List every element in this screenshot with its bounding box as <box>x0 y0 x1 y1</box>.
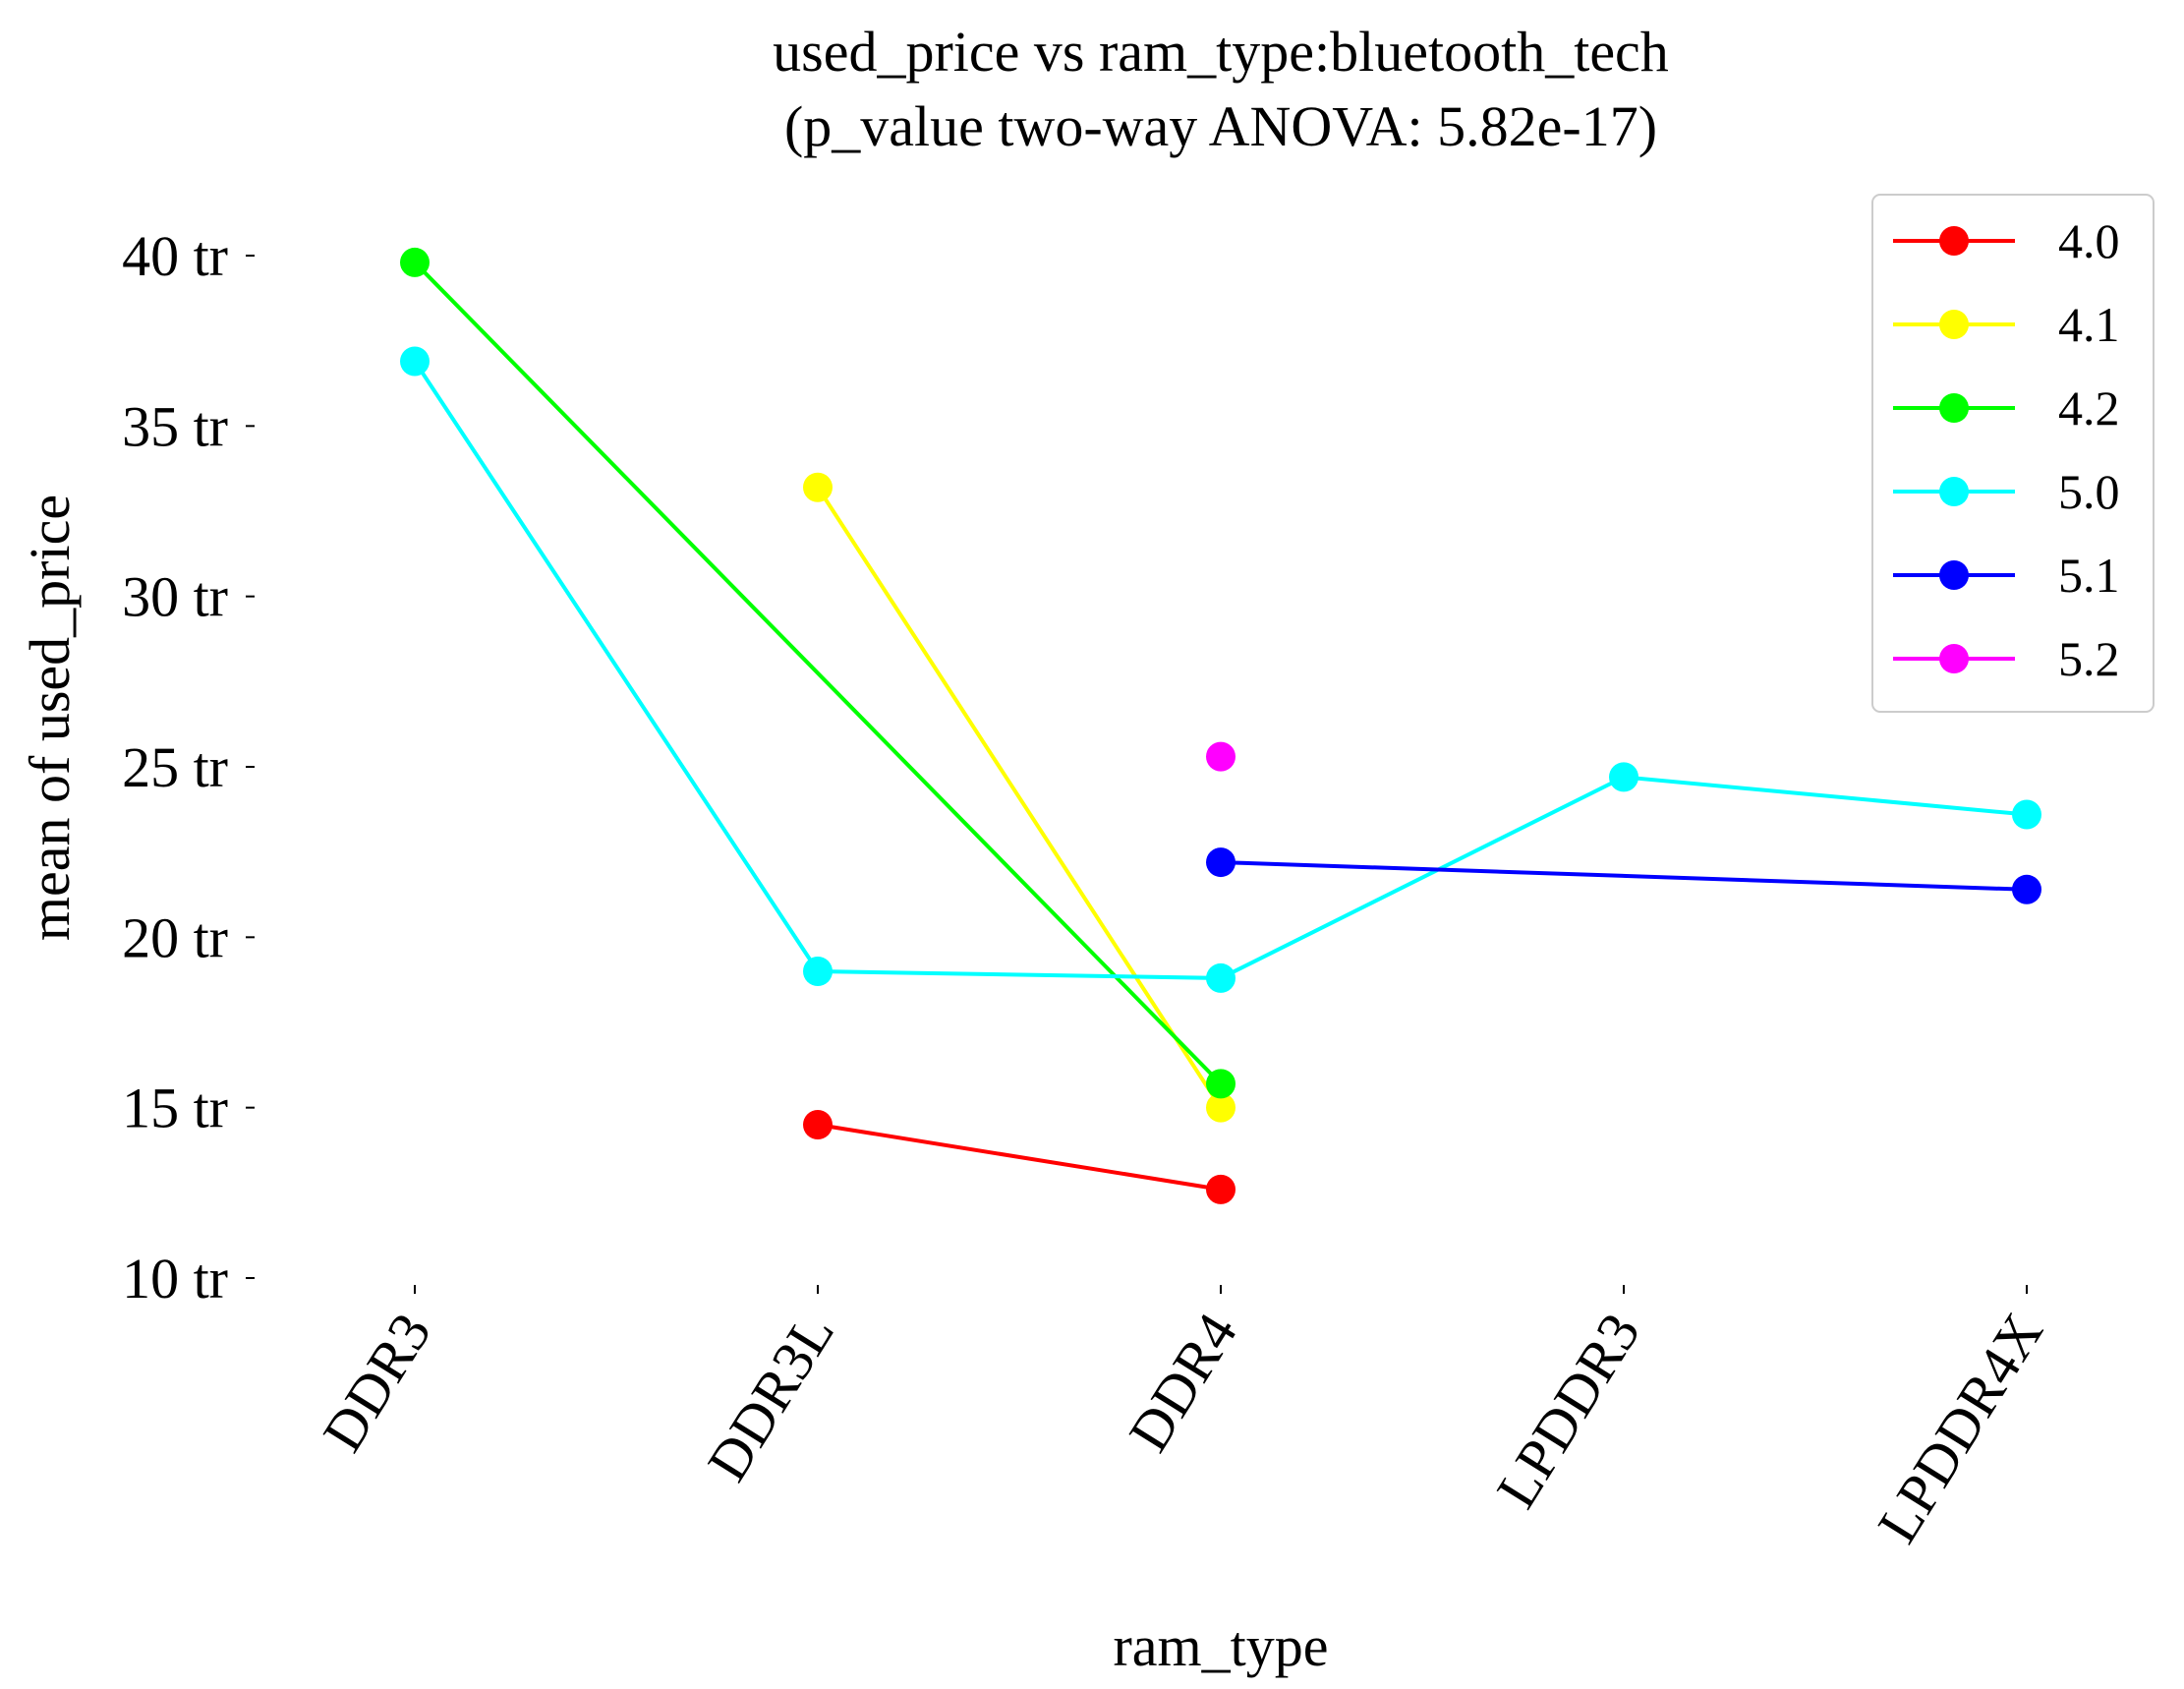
chart-title: used_price vs ram_type:bluetooth_tech <box>773 20 1669 84</box>
data-point <box>1206 741 1236 772</box>
x-axis: DDR3 DDR3L DDR4 LPDDR3 LPDDR4X <box>311 1285 2055 1553</box>
legend-item: 4.2 <box>1893 380 2120 436</box>
data-point <box>1206 1092 1236 1123</box>
data-point <box>2012 799 2041 830</box>
legend-marker <box>1939 226 1969 256</box>
legend-label: 4.2 <box>2058 380 2120 436</box>
series-5.1 <box>1206 847 2041 904</box>
x-tick-label: DDR4 <box>1117 1302 1249 1462</box>
series-4.2 <box>400 247 1236 1099</box>
x-tick-label: DDR3L <box>695 1302 846 1491</box>
data-point <box>803 472 833 502</box>
data-point <box>803 957 833 986</box>
legend-label: 4.0 <box>2058 213 2120 268</box>
y-tick-label: 20 tr <box>122 905 228 969</box>
series-layer <box>400 247 2041 1204</box>
x-axis-label: ram_type <box>1113 1614 1328 1678</box>
data-point <box>1206 962 1236 993</box>
series-5.0 <box>400 346 2041 993</box>
legend-label: 5.1 <box>2058 548 2120 603</box>
legend-item: 4.0 <box>1893 213 2120 268</box>
x-tick-label: LPDDR3 <box>1484 1302 1652 1518</box>
data-point <box>1609 762 1638 792</box>
y-tick-label: 10 tr <box>122 1247 228 1310</box>
series-line <box>817 1123 1222 1192</box>
legend-item: 5.1 <box>1893 548 2120 603</box>
legend-item: 5.2 <box>1893 631 2120 686</box>
legend-label: 5.2 <box>2058 631 2120 686</box>
legend-marker <box>1939 393 1969 423</box>
legend-item: 4.1 <box>1893 297 2120 352</box>
legend-marker <box>1939 644 1969 673</box>
legend: 4.0 4.1 4.2 5.0 5.1 5.2 <box>1871 194 2155 713</box>
legend-marker <box>1939 310 1969 339</box>
data-point <box>400 346 430 377</box>
y-tick-label: 40 tr <box>122 224 228 288</box>
series-line <box>413 360 2028 980</box>
data-point <box>2012 874 2041 904</box>
series-4.0 <box>803 1110 1236 1204</box>
series-5.2 <box>1206 741 1236 772</box>
y-tick-label: 35 tr <box>122 394 228 458</box>
legend-item: 5.0 <box>1893 464 2120 519</box>
y-tick-label: 25 tr <box>122 735 228 799</box>
y-tick-label: 30 tr <box>122 565 228 629</box>
data-point <box>1206 1069 1236 1099</box>
data-point <box>400 247 430 277</box>
legend-marker <box>1939 560 1969 590</box>
y-axis: 10 tr 15 tr 20 tr 25 tr 30 tr 35 tr 40 tr <box>122 224 255 1310</box>
y-axis-label: mean of used_price <box>18 495 82 941</box>
chart-subtitle: (p_value two-way ANOVA: 5.82e-17) <box>784 94 1657 158</box>
legend-marker <box>1939 477 1969 506</box>
legend-label: 4.1 <box>2058 297 2120 352</box>
series-line <box>1220 860 2028 892</box>
series-line <box>816 486 1223 1109</box>
y-tick-label: 15 tr <box>122 1077 228 1140</box>
series-line <box>413 261 1223 1085</box>
x-tick-label: DDR3 <box>311 1302 443 1462</box>
legend-label: 5.0 <box>2058 464 2120 519</box>
data-point <box>1206 847 1236 878</box>
series-4.1 <box>803 472 1236 1123</box>
data-point <box>1206 1174 1236 1204</box>
x-tick-label: LPDDR4X <box>1866 1302 2055 1553</box>
data-point <box>803 1110 833 1139</box>
